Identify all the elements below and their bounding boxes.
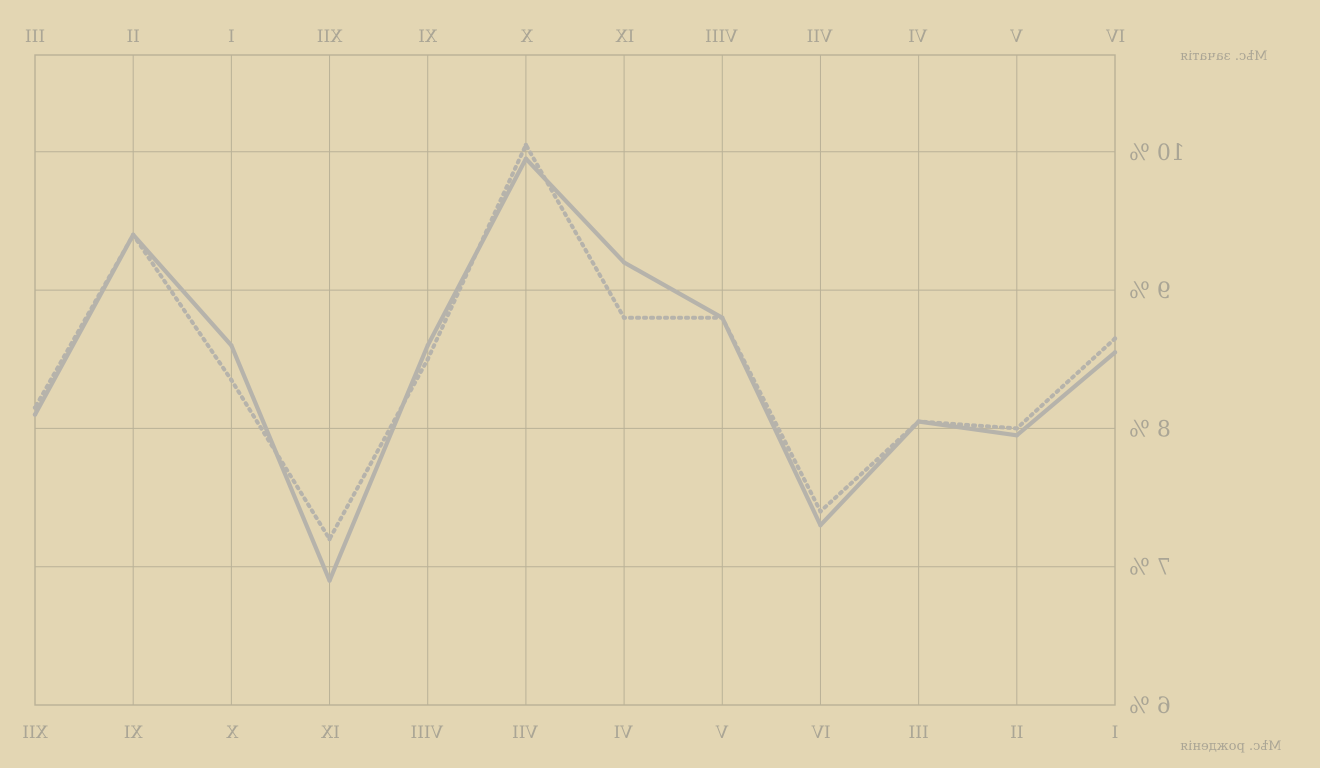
data-point xyxy=(621,315,627,320)
top-tick-label: IV xyxy=(1106,27,1126,47)
y-tick-label: 8 % xyxy=(1129,417,1171,442)
data-point xyxy=(229,377,234,383)
top-tick-label: I xyxy=(228,27,235,47)
data-point xyxy=(425,343,430,348)
bottom-tick-label: VIII xyxy=(411,723,444,743)
bottom-tick-label: III xyxy=(909,723,929,743)
top-tick-label: II xyxy=(126,27,139,47)
footer-axis-title: Мѣс. рожденія xyxy=(1180,739,1282,754)
data-point xyxy=(818,523,823,528)
grid xyxy=(34,54,1116,706)
data-point xyxy=(1112,350,1118,355)
data-point xyxy=(229,343,234,348)
top-tick-label: VII xyxy=(807,27,834,47)
data-point xyxy=(130,232,136,237)
bottom-tick-label: X xyxy=(225,723,238,743)
data-point xyxy=(523,142,529,148)
top-tick-label: X xyxy=(520,27,533,47)
bottom-tick-label: XII xyxy=(22,723,48,743)
data-point xyxy=(425,357,430,362)
data-point xyxy=(1112,336,1118,341)
series-line-dotted xyxy=(33,142,1117,542)
bottom-tick-label: VI xyxy=(614,723,634,743)
top-tick-label: XI xyxy=(418,27,437,47)
data-point xyxy=(32,405,38,410)
bottom-tick-label: IV xyxy=(811,723,831,743)
data-point xyxy=(32,412,38,417)
data-point xyxy=(327,536,332,542)
data-point xyxy=(1014,426,1020,431)
data-point xyxy=(1014,433,1020,438)
y-tick-label: 10 % xyxy=(1129,141,1185,166)
data-point xyxy=(621,260,627,265)
top-tick-label: VIII xyxy=(705,27,738,47)
bottom-tick-label: IX xyxy=(320,723,340,743)
top-tick-label: III xyxy=(25,27,45,47)
series-line-solid xyxy=(32,156,1118,583)
bottom-tick-label: VII xyxy=(512,723,539,743)
top-tick-label: XII xyxy=(317,27,343,47)
data-point xyxy=(818,509,823,514)
top-tick-label: VI xyxy=(908,27,928,47)
data-point xyxy=(523,156,529,161)
data-point xyxy=(720,315,725,320)
bottom-tick-label: I xyxy=(1112,723,1119,743)
top-tick-label: V xyxy=(1010,27,1024,47)
axis-labels: Мѣс. зачатія Мѣс. рожденія 6 % 7 % 8 % 9 % 1… xyxy=(22,27,1281,754)
series-layer xyxy=(32,142,1118,583)
data-point xyxy=(327,578,332,583)
bottom-tick-label: XI xyxy=(124,723,143,743)
y-tick-label: 6 % xyxy=(1129,694,1171,719)
bottom-tick-label: II xyxy=(1010,723,1023,743)
bottom-tick-label: V xyxy=(715,723,729,743)
y-tick-label: 9 % xyxy=(1129,279,1171,304)
top-tick-label: IX xyxy=(615,27,635,47)
data-point xyxy=(916,419,921,424)
header-axis-title: Мѣс. зачатія xyxy=(1180,49,1267,64)
y-tick-label: 7 % xyxy=(1129,556,1171,581)
